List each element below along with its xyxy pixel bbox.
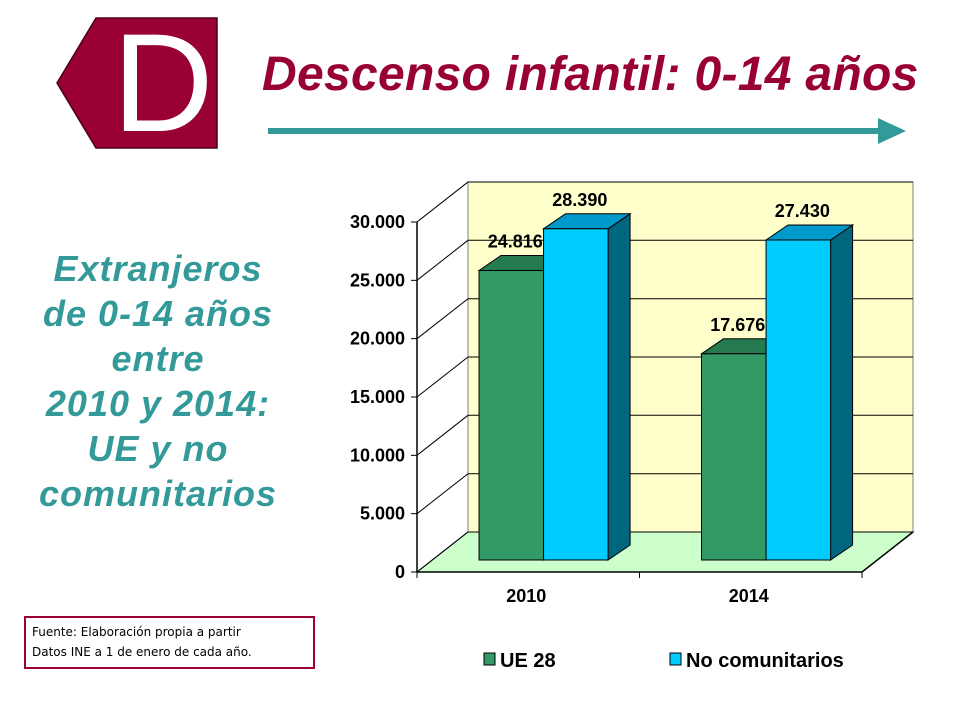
side-text-line: UE y no (87, 428, 229, 469)
section-letter-badge: D (56, 10, 218, 155)
data-label: 27.430 (775, 201, 830, 221)
source-note-line: Datos INE a 1 de enero de cada año. (32, 645, 252, 659)
category-label: 2014 (729, 586, 769, 606)
data-label: 28.390 (552, 190, 607, 210)
legend-label: UE 28 (500, 650, 556, 672)
side-text-line: Extranjeros (53, 248, 263, 289)
legend-swatch (669, 652, 682, 666)
bar-front-face (478, 269, 545, 561)
source-note-line: Fuente: Elaboración propia a partir (32, 625, 241, 639)
y-tick-label: 0 (395, 562, 405, 582)
bar-front-face (701, 353, 767, 561)
side-text-line: 2010 y 2014: (45, 383, 271, 424)
side-text-line: de 0-14 años (42, 293, 274, 334)
bar-side-face (607, 212, 631, 561)
y-tick-label: 20.000 (350, 329, 405, 349)
arrow-head (878, 118, 906, 144)
badge-letter: D (112, 10, 213, 155)
y-tick-label: 5.000 (360, 504, 405, 524)
side-text-block: Extranjeros de 0-14 años entre 2010 y 20… (18, 246, 298, 516)
bar-front-face (765, 239, 832, 561)
right-arrow-icon (268, 118, 906, 144)
y-tick-label: 25.000 (350, 270, 405, 290)
source-note-box: Fuente: Elaboración propia a partir Dato… (24, 616, 315, 669)
legend-label: No comunitarios (686, 650, 844, 672)
slide-title: Descenso infantil: 0-14 años (262, 48, 919, 101)
data-label: 17.676 (710, 315, 765, 335)
bar-front-face (543, 228, 609, 561)
y-gridline (416, 298, 913, 340)
side-text-line: comunitarios (38, 473, 278, 514)
bar-chart: 0 5.000 10.000 15.000 20.000 25.000 30.000 2010… (350, 180, 915, 672)
category-label: 2010 (506, 586, 546, 606)
data-label: 24.816 (488, 231, 543, 251)
bar-no-comunitarios-2014 (764, 224, 855, 561)
badge-pentagon-shape (56, 17, 218, 149)
y-gridline (416, 239, 913, 281)
y-gridline (416, 181, 913, 223)
y-tick-label: 30.000 (350, 212, 405, 232)
bar-no-comunitarios-2010 (541, 212, 632, 561)
y-tick-label: 15.000 (350, 387, 405, 407)
bar-side-face (830, 224, 854, 561)
legend-swatch (483, 652, 496, 666)
y-tick-label: 10.000 (350, 445, 405, 465)
side-text-line: entre (111, 338, 205, 379)
